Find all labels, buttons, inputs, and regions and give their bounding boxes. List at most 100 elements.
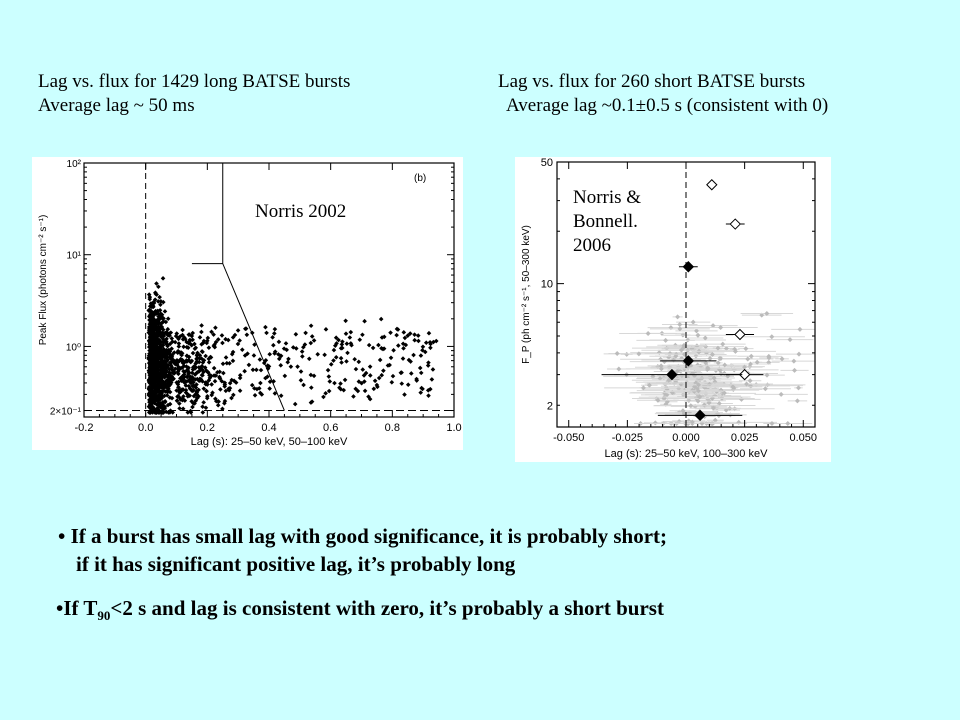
data-point: [165, 363, 171, 369]
data-point: [180, 327, 185, 333]
data-point: [181, 360, 187, 365]
data-point: [359, 380, 364, 386]
data-point: [254, 367, 259, 373]
data-point: [208, 373, 214, 379]
data-point: [718, 325, 724, 331]
data-point: [429, 377, 435, 382]
data-point: [147, 365, 152, 370]
data-point: [180, 387, 186, 392]
data-point: [184, 364, 189, 369]
data-point: [362, 318, 367, 324]
data-point: [362, 388, 368, 394]
data-point: [652, 420, 658, 426]
data-point: [686, 398, 692, 404]
data-point: [710, 405, 716, 411]
data-point: [170, 410, 175, 415]
data-point: [663, 337, 669, 343]
x-tick-label: 0.025: [731, 432, 759, 444]
data-point: [695, 332, 701, 338]
data-point: [614, 351, 620, 357]
data-point: [270, 335, 275, 340]
data-point: [220, 361, 226, 367]
data-point: [169, 395, 175, 401]
data-point: [321, 394, 326, 400]
left-chart-title: Lag vs. flux for 1429 long BATSE bursts …: [38, 70, 350, 118]
data-point: [406, 357, 412, 363]
data-point: [149, 375, 154, 381]
data-point: [153, 394, 158, 400]
data-point: [299, 349, 305, 354]
left-chart: -0.2 0.0 0.2 0.4 0.6 0.8 1.0 10² 10¹ 10⁰ 2×10⁻¹ Lag…: [38, 159, 462, 448]
data-point: [147, 392, 153, 397]
data-point: [400, 356, 406, 361]
data-point: [425, 363, 431, 368]
data-point: [309, 334, 315, 339]
data-point: [674, 368, 680, 374]
data-point: [300, 354, 305, 359]
highlighted-point-open: [706, 179, 718, 191]
data-point: [153, 340, 158, 346]
data-point: [155, 299, 161, 304]
y-tick-label: 10¹: [67, 251, 82, 262]
data-point: [351, 394, 356, 399]
long-burst-boundary: [191, 163, 285, 411]
data-point: [156, 324, 162, 330]
data-point: [161, 351, 167, 357]
data-point: [398, 370, 404, 376]
data-point: [381, 368, 386, 373]
data-point: [155, 379, 161, 384]
data-point: [169, 336, 175, 341]
data-point: [311, 338, 317, 343]
data-point: [190, 337, 195, 343]
data-point: [196, 365, 202, 370]
data-point: [343, 331, 349, 337]
data-point: [174, 380, 179, 385]
data-point: [156, 385, 161, 391]
data-point: [158, 346, 163, 352]
data-point: [276, 339, 282, 345]
data-point: [769, 421, 775, 427]
data-point: [151, 317, 156, 323]
data-point: [407, 331, 413, 336]
data-point: [401, 330, 407, 335]
data-point: [150, 362, 155, 367]
data-point: [720, 341, 726, 347]
data-point: [333, 354, 339, 360]
data-point: [232, 332, 238, 338]
data-point: [385, 363, 391, 368]
data-point: [200, 410, 206, 415]
data-point: [151, 398, 157, 403]
data-point: [148, 326, 153, 332]
data-point: [342, 377, 348, 383]
data-point: [414, 376, 419, 382]
bullet-spacer: [58, 578, 938, 594]
data-point: [166, 347, 172, 353]
data-point: [200, 340, 206, 346]
data-point: [184, 374, 190, 380]
data-point: [174, 358, 180, 363]
data-point: [258, 380, 263, 386]
data-point: [179, 352, 184, 358]
data-point: [164, 393, 170, 398]
data-point: [433, 338, 439, 344]
data-point: [736, 419, 742, 425]
data-point: [157, 294, 162, 300]
data-point: [178, 397, 184, 402]
data-point: [191, 380, 196, 385]
data-point: [190, 367, 196, 372]
data-point: [154, 393, 160, 398]
data-point: [362, 379, 367, 384]
data-point: [176, 344, 182, 349]
data-point: [288, 364, 294, 369]
data-point: [186, 365, 191, 371]
data-point: [151, 407, 156, 412]
data-point: [303, 330, 308, 336]
data-point: [707, 356, 713, 362]
y-tick-label: 10⁰: [66, 342, 81, 353]
data-point: [334, 341, 339, 346]
data-point: [185, 410, 191, 415]
data-point: [677, 326, 683, 332]
data-point: [161, 347, 166, 353]
data-point: [174, 388, 179, 393]
data-point: [167, 395, 173, 400]
